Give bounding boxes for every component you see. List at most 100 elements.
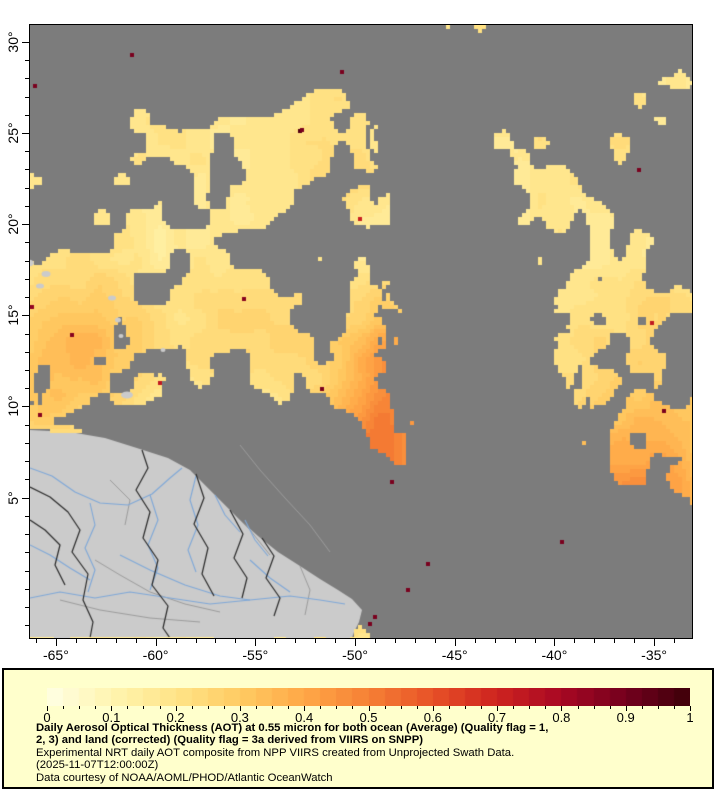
x-minor-tick — [195, 639, 197, 643]
cbar-minor-tick — [513, 706, 515, 709]
cbar-minor-tick — [352, 706, 354, 709]
colorbar-tick-label: 0 — [43, 710, 51, 725]
caption-info-line: Data courtesy of NOAA/AOML/PHOD/Atlantic… — [36, 771, 333, 784]
cbar-major-tick — [111, 706, 113, 711]
x-minor-tick — [315, 639, 317, 643]
y-minor-tick — [25, 534, 29, 536]
x-minor-tick — [674, 639, 676, 643]
y-minor-tick — [25, 278, 29, 280]
cbar-minor-tick — [448, 706, 450, 709]
cbar-minor-tick — [673, 706, 675, 709]
colorbar-tick-label: 0.5 — [359, 710, 378, 725]
x-minor-tick — [434, 639, 436, 643]
x-axis-label: -40° — [541, 647, 568, 663]
x-minor-tick — [335, 639, 337, 643]
x-minor-tick — [474, 639, 476, 643]
cbar-minor-tick — [63, 706, 65, 709]
colorbar-tick-label: 0.4 — [295, 710, 314, 725]
x-minor-tick — [614, 639, 616, 643]
cbar-minor-tick — [577, 706, 579, 709]
figure-title: Daily Aerosol Optical Thickness (AOT) at… — [36, 722, 704, 747]
colorbar-tick-label: 0.8 — [552, 710, 571, 725]
x-major-tick — [554, 639, 556, 646]
cbar-minor-tick — [609, 706, 611, 709]
x-major-tick — [55, 639, 57, 646]
x-axis-label: -65° — [42, 647, 69, 663]
y-axis-label: 25° — [5, 122, 21, 144]
colorbar-tick-label: 0.3 — [230, 710, 249, 725]
x-minor-tick — [175, 639, 177, 643]
y-minor-tick — [25, 260, 29, 262]
cbar-minor-tick — [400, 706, 402, 709]
y-minor-tick — [25, 169, 29, 171]
x-axis-label: -45° — [441, 647, 468, 663]
caption-title-line: 2, 3) and land (corrected) (Quality flag… — [36, 734, 424, 747]
x-minor-tick — [215, 639, 217, 643]
y-major-tick — [22, 132, 29, 134]
caption-info-line: (2025-11-07T12:00:00Z) — [36, 759, 159, 772]
y-minor-tick — [25, 333, 29, 335]
y-major-tick — [22, 224, 29, 226]
cbar-minor-tick — [223, 706, 225, 709]
cbar-minor-tick — [529, 706, 531, 709]
y-minor-tick — [25, 151, 29, 153]
cbar-minor-tick — [320, 706, 322, 709]
x-minor-tick — [115, 639, 117, 643]
cbar-minor-tick — [288, 706, 290, 709]
colorbar-tick-label: 0.1 — [102, 710, 121, 725]
x-axis-label: -60° — [142, 647, 169, 663]
cbar-minor-tick — [272, 706, 273, 709]
y-axis-label: 5° — [5, 490, 21, 505]
x-axis-label: -55° — [242, 647, 269, 663]
cbar-minor-tick — [159, 706, 161, 709]
y-minor-tick — [25, 552, 29, 554]
x-minor-tick — [534, 639, 536, 643]
cbar-minor-tick — [464, 706, 466, 709]
x-minor-tick — [514, 639, 516, 643]
map-frame — [29, 24, 693, 639]
x-axis-label: -35° — [641, 647, 668, 663]
y-major-tick — [22, 406, 29, 408]
x-minor-tick — [36, 639, 37, 643]
y-minor-tick — [25, 424, 29, 426]
cbar-minor-tick — [207, 706, 209, 709]
y-minor-tick — [25, 442, 29, 444]
colorbar-tick-label: 0.6 — [423, 710, 442, 725]
cbar-major-tick — [497, 706, 499, 711]
y-minor-tick — [25, 78, 29, 80]
y-minor-tick — [25, 370, 29, 371]
x-major-tick — [155, 639, 157, 646]
x-minor-tick — [295, 639, 297, 643]
cbar-minor-tick — [481, 706, 482, 709]
y-major-tick — [22, 315, 29, 317]
x-major-tick — [454, 639, 456, 646]
y-minor-tick — [25, 60, 29, 61]
x-major-tick — [355, 639, 356, 646]
cbar-major-tick — [47, 706, 48, 711]
cbar-minor-tick — [641, 706, 643, 709]
x-minor-tick — [574, 639, 576, 643]
cbar-minor-tick — [79, 706, 81, 709]
x-major-tick — [255, 639, 257, 646]
y-minor-tick — [25, 479, 29, 481]
colorbar-tick-label: 0.9 — [616, 710, 635, 725]
x-minor-tick — [634, 639, 636, 643]
caption-info-line: Experimental NRT daily AOT composite fro… — [36, 746, 515, 759]
x-minor-tick — [275, 639, 277, 643]
y-minor-tick — [25, 588, 29, 590]
caption-title-line: Daily Aerosol Optical Thickness (AOT) at… — [36, 722, 549, 734]
cbar-major-tick — [239, 706, 241, 711]
cbar-minor-tick — [127, 706, 129, 709]
figure-caption: Daily Aerosol Optical Thickness (AOT) at… — [36, 722, 704, 784]
x-minor-tick — [394, 639, 396, 643]
aot-map-canvas — [30, 25, 692, 638]
y-minor-tick — [25, 242, 29, 244]
x-minor-tick — [235, 639, 237, 643]
cbar-minor-tick — [545, 706, 547, 709]
cbar-major-tick — [625, 706, 627, 711]
y-minor-tick — [25, 297, 29, 298]
figure-subtitle: Experimental NRT daily AOT composite fro… — [36, 747, 704, 784]
cbar-major-tick — [432, 706, 434, 711]
cbar-minor-tick — [416, 706, 418, 709]
